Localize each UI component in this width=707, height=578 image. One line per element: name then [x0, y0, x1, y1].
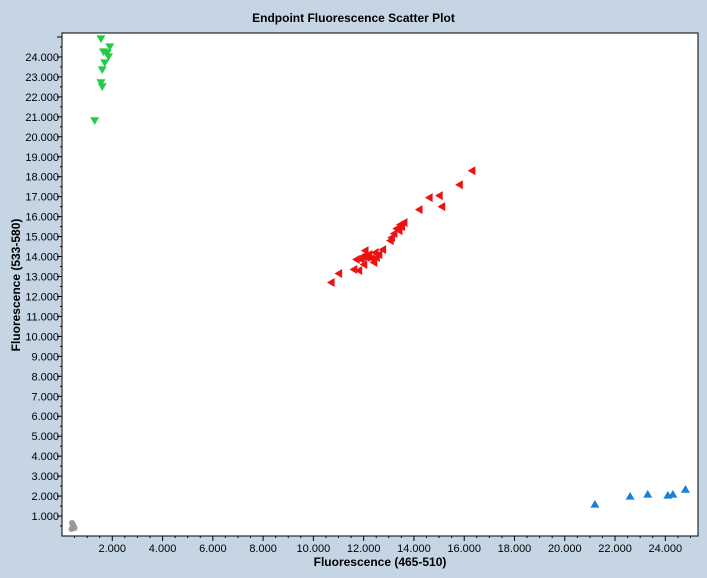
- y-tick-label: 3.000: [31, 471, 59, 483]
- y-tick-label: 20.000: [25, 132, 59, 144]
- x-tick-label: 18.000: [498, 543, 532, 555]
- data-point: [359, 260, 368, 270]
- data-point: [386, 236, 394, 246]
- data-point: [680, 485, 690, 493]
- data-point: [354, 266, 363, 276]
- data-point: [625, 492, 635, 500]
- y-tick-label: 6.000: [31, 411, 59, 423]
- data-point: [100, 59, 110, 67]
- data-point: [378, 245, 387, 255]
- y-tick-label: 5.000: [31, 431, 59, 443]
- x-tick-label: 14.000: [397, 543, 431, 555]
- data-point: [360, 246, 369, 256]
- data-point: [369, 258, 378, 268]
- data-point: [90, 117, 100, 125]
- data-point: [352, 255, 360, 265]
- data-point: [424, 193, 433, 203]
- x-tick-label: 6.000: [199, 543, 227, 555]
- data-point: [455, 180, 463, 190]
- x-tick-label: 20.000: [548, 543, 582, 555]
- data-point: [68, 526, 75, 533]
- x-tick-label: 4.000: [149, 543, 177, 555]
- y-tick-label: 2.000: [31, 491, 59, 503]
- y-tick-label: 19.000: [25, 152, 59, 164]
- y-tick-label: 14.000: [25, 252, 59, 264]
- data-point: [97, 66, 107, 74]
- x-tick-label: 8.000: [249, 543, 277, 555]
- x-tick-label: 2.000: [99, 543, 127, 555]
- data-point: [98, 48, 108, 57]
- data-point: [437, 202, 446, 212]
- data-point: [96, 79, 106, 87]
- y-tick-label: 4.000: [31, 451, 59, 463]
- y-axis-label: Fluorescence (533-580): [9, 219, 23, 352]
- data-point: [643, 490, 653, 498]
- x-tick-label: 24.000: [648, 543, 682, 555]
- y-tick-label: 1.000: [31, 511, 59, 523]
- y-tick-label: 22.000: [25, 92, 59, 104]
- data-point: [414, 205, 423, 215]
- y-tick-label: 8.000: [31, 371, 59, 383]
- chart-title: Endpoint Fluorescence Scatter Plot: [252, 11, 455, 25]
- x-tick-label: 12.000: [347, 543, 381, 555]
- y-tick-label: 21.000: [25, 112, 59, 124]
- x-axis-label: Fluorescence (465-510): [314, 555, 447, 569]
- data-point: [105, 43, 115, 52]
- y-tick-label: 7.000: [31, 391, 59, 403]
- data-point: [97, 83, 107, 91]
- data-point: [357, 255, 365, 265]
- y-tick-label: 17.000: [25, 192, 59, 204]
- data-point: [392, 224, 400, 234]
- y-tick-label: 18.000: [25, 172, 59, 184]
- data-point: [334, 269, 343, 279]
- data-point: [370, 248, 379, 258]
- y-tick-label: 24.000: [25, 52, 59, 64]
- data-point: [467, 166, 476, 176]
- data-point: [367, 254, 375, 264]
- x-tick-label: 16.000: [447, 543, 481, 555]
- data-points: [68, 35, 690, 533]
- x-tick-label: 10.000: [297, 543, 331, 555]
- y-tick-label: 15.000: [25, 232, 59, 244]
- data-point: [590, 500, 600, 508]
- plot-area: [61, 32, 699, 537]
- data-point: [96, 35, 106, 44]
- y-tick-label: 11.000: [26, 311, 59, 323]
- data-point: [435, 191, 443, 201]
- data-point: [389, 229, 398, 239]
- y-tick-label: 23.000: [25, 72, 59, 84]
- x-tick-label: 22.000: [598, 543, 632, 555]
- y-tick-label: 10.000: [25, 331, 59, 343]
- data-point: [349, 265, 358, 275]
- data-point: [326, 278, 335, 288]
- y-tick-label: 9.000: [31, 351, 59, 363]
- axis-ticks: 2.000 4.000 6.000 8.000 10.000 12.000 14.000 16…: [25, 36, 691, 555]
- data-point: [668, 490, 678, 498]
- y-tick-label: 13.000: [25, 272, 59, 284]
- y-tick-label: 12.000: [25, 291, 59, 303]
- data-point: [104, 53, 114, 62]
- y-tick-label: 16.000: [25, 212, 59, 224]
